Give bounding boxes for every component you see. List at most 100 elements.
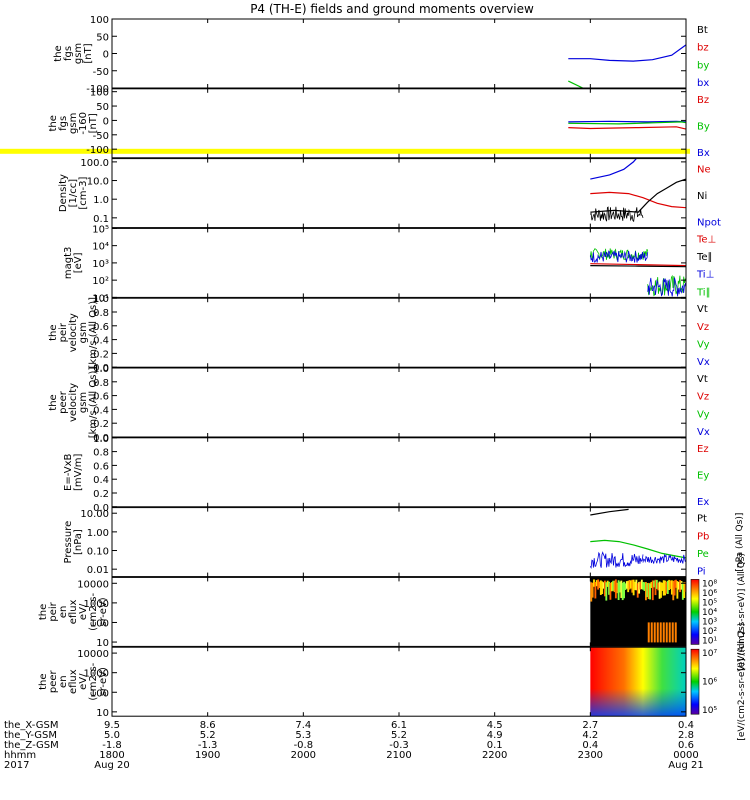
spectrogram-cell [653,580,656,588]
spectrogram-cell [660,582,662,598]
legend-entry: Ni [697,191,707,202]
legend-entry: bz [697,43,709,54]
spectrogram-cell [662,622,665,643]
spectrogram-cell [628,580,631,590]
spectrogram-cell [602,582,605,589]
y-axis-label-line: [mV/m] [73,453,84,491]
spectrogram-cell [680,581,683,590]
y-tick-label: 100 [90,15,109,26]
spectrogram-cell [671,622,674,643]
legend: Bt bz by bx [697,25,709,89]
legend-entry: Npot [697,218,721,229]
axis-row-value: 0.4 [582,740,598,751]
y-tick-label: 10 [96,638,109,649]
spectrogram-cell [676,581,679,599]
y-tick-label: 0.8 [93,308,109,319]
series-line [590,178,686,213]
y-tick-label: 0 [103,50,109,61]
spectrogram-cell [605,582,608,601]
colorbar-label: [eV/(cm2-s-sr-eV)] (All Qs) [737,553,747,671]
spectrogram-cell [659,622,662,643]
axis-row-value: 0000 [673,750,698,761]
legend-entry: Vt [697,374,708,385]
y-axis-label-line: eV/ [78,603,89,620]
y-axis-label-line: E=-VxB [63,453,74,490]
y-tick-label: 10 [96,708,109,719]
axis-row-value: 2100 [386,750,411,761]
axis-row-value: 2000 [291,750,316,761]
panel-frame [111,507,687,578]
y-axis-label: the fgs gsm -160 [nT] [48,112,99,135]
series-noise [647,277,686,297]
panel-frame [111,437,687,508]
colorbar [690,579,700,645]
spectrogram-cell [610,582,613,592]
colorbar-tick-label: 10⁷ [702,649,717,659]
axis-row-value: -1.8 [102,740,122,751]
spectrogram-cell [658,581,661,599]
axis-row-value: 4.2 [582,730,598,741]
axis-row-value: -0.8 [294,740,314,751]
y-axis-label-line: (cm2-s- [88,662,99,700]
axis-row-value: -1.3 [198,740,218,751]
spectrogram-cell [642,582,645,590]
spectrogram-cell [664,580,666,596]
legend-entry: bx [697,78,709,89]
y-tick-label: 0.01 [87,565,109,576]
series-noise [589,206,644,223]
colorbar-tick-label: 10⁵ [702,598,717,608]
y-tick-label: 1.0 [93,434,109,445]
y-tick-label: 1.0 [93,294,109,305]
legend: Vt Vz Vy Vx [697,374,710,438]
plot-area [568,44,686,88]
y-axis-label-line: peir [48,601,59,621]
spectrogram-cell [636,583,639,598]
axis-row-value: 5.3 [295,730,311,741]
spectrogram-cell [635,579,638,591]
spectrogram-cell [620,580,623,598]
spectrogram-cell [631,579,634,593]
colorbar-label: [eV/(cm2-s-sr-eV)] (All Qs) [737,623,747,741]
y-tick-label: 1000 [84,669,109,680]
spectrogram-cell [594,582,597,599]
spectrogram-cell [677,581,680,590]
spectrogram-cell [668,622,671,643]
legend-entry: Ti⊥ [696,270,714,281]
y-tick-label: 10000 [77,579,109,590]
colorbar-tick-label: 10⁵ [702,706,717,716]
y-tick-label: 1.00 [87,528,109,539]
y-axis-label-line: eflux [68,599,79,624]
legend-entry: Ez [697,444,709,455]
axis-row-value: 2.8 [678,730,694,741]
spectrogram-cell [601,581,604,595]
y-tick-label: 10.0 [87,177,109,188]
spectrogram-cell [681,582,684,600]
colorbar-tick-label: 10⁴ [702,608,717,618]
plot-area [568,120,686,130]
y-axis-label-line: (cm2-s- [88,593,99,631]
series-line [590,158,637,180]
axis-row-value: 8.6 [200,720,216,731]
spectrogram-cell [656,622,659,643]
axis-row-value: 5.0 [104,730,120,741]
spectrogram-cell [632,579,635,596]
panel-efield: 1.0 0.8 0.6 0.4 0.2 0.0 E=-VxB [mV/m] Ez Ey Ex [63,434,709,514]
spectrogram-cell [669,580,672,589]
spectrogram-cell [646,583,649,598]
series-noise [647,274,686,297]
colorbar-tick-label: 10² [702,627,717,637]
y-tick-label: 0.4 [93,336,109,347]
y-axis-label: Density [1/cc] [cm-3] [58,174,89,212]
spectrogram-cell [639,581,642,590]
y-tick-label: 10² [92,276,109,287]
panel-moments-temp: 10⁵ 10⁴ 10³ 10² 10¹ magt3 [eV] Te⊥ Te∥ Ti⊥ Ti∥ [63,224,716,304]
series-line [568,121,686,125]
y-tick-label: 0.2 [93,489,109,500]
spectrogram-cell [606,580,609,587]
spectrogram-cell [598,581,601,588]
y-axis-label-line: eflux [68,669,79,694]
y-axis-label: E=-VxB [mV/m] [63,453,84,491]
spectrogram-cell [604,580,606,597]
